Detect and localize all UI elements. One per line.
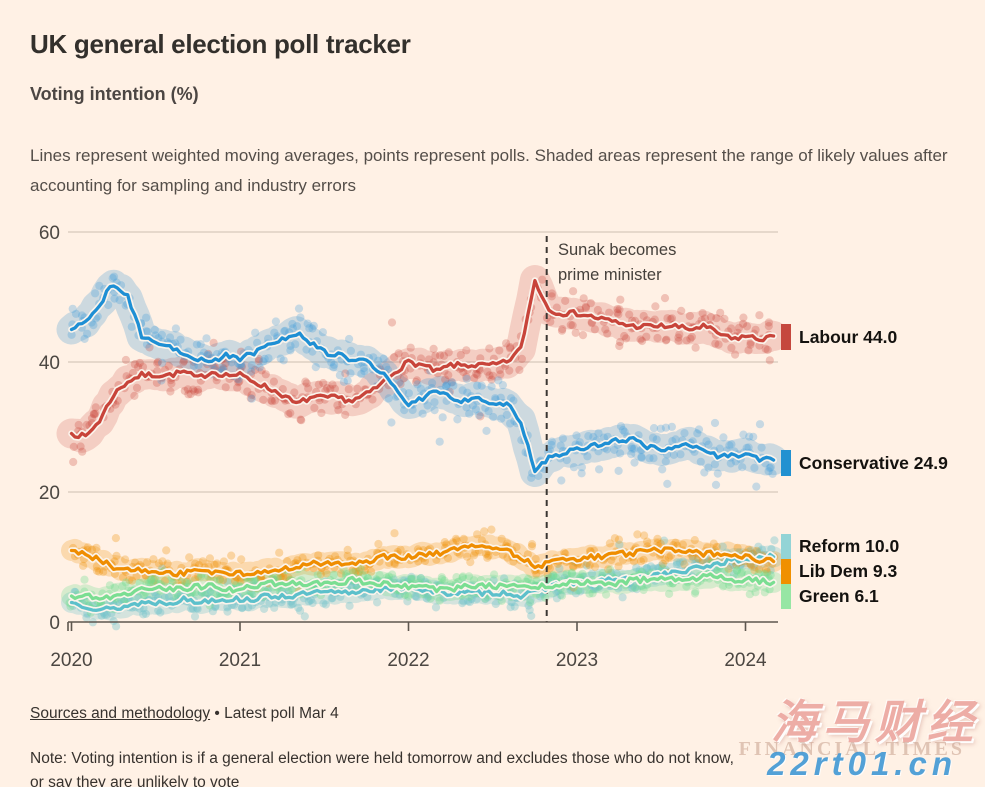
legend-label-reform: Reform 10.0 [799, 536, 900, 556]
y-tick-label: 0 [49, 613, 60, 634]
legend-libdem: Lib Dem 9.3 [781, 559, 897, 584]
sources-and-methodology-link[interactable]: Sources and methodology [30, 705, 211, 722]
legend-labour: Labour 44.0 [781, 324, 897, 350]
legend-green: Green 6.1 [781, 584, 879, 609]
annotation-line-2: prime minister [558, 266, 662, 284]
x-tick-label: 2021 [219, 650, 261, 671]
y-tick-label: 40 [39, 353, 60, 374]
chart-subtitle: Voting intention (%) [30, 84, 199, 104]
legend-label-conservative: Conservative 24.9 [799, 452, 948, 473]
watermark-cn-text: 海马财经 [771, 696, 979, 748]
page-title: UK general election poll tracker [30, 29, 411, 60]
latest-poll-text: Latest poll Mar 4 [224, 705, 339, 722]
y-tick-label: 60 [39, 223, 60, 244]
legend-label-green: Green 6.1 [799, 586, 879, 606]
reform-swatch [781, 534, 791, 559]
x-tick-label: 2020 [50, 650, 92, 671]
annotation-sunak: Sunak becomes prime minister [558, 238, 676, 288]
libdem-swatch [781, 559, 791, 584]
legend-reform: Reform 10.0 [781, 534, 899, 559]
green-swatch [781, 584, 791, 609]
x-tick-label: 2024 [724, 650, 767, 671]
conservative-swatch [781, 450, 791, 476]
watermark-ft-logo-text: FINANCIAL TIMES [738, 738, 965, 760]
watermark-url-text: 22rt01.cn [767, 745, 957, 782]
x-tick-label: 2023 [556, 650, 598, 671]
footer-sources-line: Sources and methodology • Latest poll Ma… [30, 705, 339, 723]
footer-bullet: • [214, 705, 220, 722]
y-tick-label: 20 [39, 483, 60, 504]
legend-conservative: Conservative 24.9 [781, 450, 948, 476]
labour-swatch [781, 324, 791, 350]
legend-label-labour: Labour 44.0 [799, 326, 898, 347]
x-tick-label: 2022 [387, 650, 429, 671]
annotation-line-1: Sunak becomes [558, 241, 677, 259]
footer-note: Note: Voting intention is if a general e… [30, 749, 734, 787]
legend-label-libdem: Lib Dem 9.3 [799, 561, 898, 581]
chart-description: Lines represent weighted moving averages… [30, 146, 948, 195]
